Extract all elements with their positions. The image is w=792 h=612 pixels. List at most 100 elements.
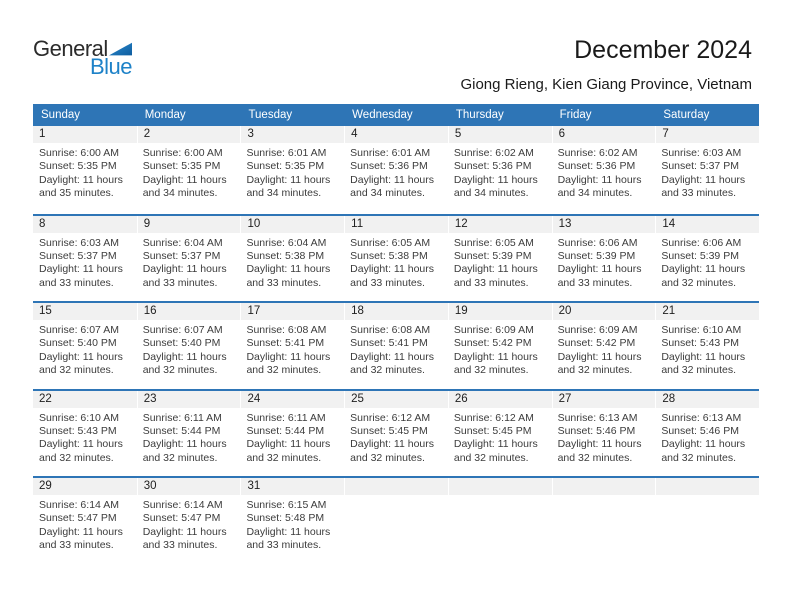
sunset-text: Sunset: 5:46 PM <box>661 424 739 437</box>
day-cell: 23 Sunrise: 6:11 AM Sunset: 5:44 PM Dayl… <box>136 390 241 477</box>
day-number <box>551 478 656 495</box>
sunrise-text: Sunrise: 6:00 AM <box>39 147 119 159</box>
sunset-text: Sunset: 5:46 PM <box>557 424 636 437</box>
logo-text-general: General <box>33 36 108 61</box>
day-details: Sunrise: 6:10 AM Sunset: 5:43 PM Dayligh… <box>655 320 759 378</box>
weekday-header-cell: Sunday <box>41 109 81 121</box>
daylight-text-line1: Daylight: 11 hours <box>453 263 538 276</box>
daylight-text-line2: and 32 minutes. <box>142 364 218 377</box>
day-number: 5 <box>447 126 552 143</box>
daylight-text-line1: Daylight: 11 hours <box>453 438 538 451</box>
day-details <box>552 495 656 499</box>
sunrise-text: Sunrise: 6:12 AM <box>453 411 534 424</box>
daylight-text-line2: and 32 minutes. <box>246 364 322 377</box>
sunrise-text: Sunrise: 6:09 AM <box>557 324 638 336</box>
sunset-text: Sunset: 5:38 PM <box>350 249 428 262</box>
sunset-text: Sunset: 5:43 PM <box>39 424 117 437</box>
daylight-text-line1: Daylight: 11 hours <box>453 173 538 186</box>
daylight-text-line1: Daylight: 11 hours <box>142 350 227 363</box>
day-number: 27 <box>551 390 656 408</box>
day-number: 7 <box>655 126 760 143</box>
daylight-text-line2: and 34 minutes. <box>557 187 633 200</box>
daylight-text-line2: and 33 minutes. <box>142 539 218 552</box>
week-row: 29 Sunrise: 6:14 AM Sunset: 5:47 PM Dayl… <box>33 476 760 564</box>
logo-line1: General <box>33 38 132 60</box>
page-title: December 2024 <box>574 36 752 64</box>
day-details: Sunrise: 6:14 AM Sunset: 5:47 PM Dayligh… <box>137 495 241 553</box>
day-details: Sunrise: 6:03 AM Sunset: 5:37 PM Dayligh… <box>655 143 759 201</box>
daylight-text-line1: Daylight: 11 hours <box>350 173 435 186</box>
daylight-text-line1: Daylight: 11 hours <box>39 263 123 276</box>
daylight-text-line1: Daylight: 11 hours <box>39 438 123 451</box>
sunrise-text: Sunrise: 6:12 AM <box>350 411 431 424</box>
sunrise-text: Sunrise: 6:01 AM <box>246 147 327 159</box>
day-cell <box>551 478 656 564</box>
daylight-text-line1: Daylight: 11 hours <box>246 263 331 276</box>
week-row: 15 Sunrise: 6:07 AM Sunset: 5:40 PM Dayl… <box>33 301 760 389</box>
sunset-text: Sunset: 5:45 PM <box>453 424 532 437</box>
daylight-text-line2: and 32 minutes. <box>661 276 737 289</box>
daylight-text-line1: Daylight: 11 hours <box>246 438 331 451</box>
sunrise-text: Sunrise: 6:05 AM <box>453 236 534 249</box>
daylight-text-line1: Daylight: 11 hours <box>39 173 123 186</box>
day-number: 2 <box>136 126 241 143</box>
sunset-text: Sunset: 5:42 PM <box>453 337 532 350</box>
daylight-text-line2: and 34 minutes. <box>453 187 529 200</box>
sunset-text: Sunset: 5:36 PM <box>350 160 428 173</box>
day-number: 29 <box>33 478 137 495</box>
day-cell: 12 Sunrise: 6:05 AM Sunset: 5:39 PM Dayl… <box>447 215 552 302</box>
day-number: 24 <box>240 390 345 408</box>
daylight-text-line1: Daylight: 11 hours <box>661 438 746 451</box>
day-number: 20 <box>551 303 656 320</box>
daylight-text-line2: and 34 minutes. <box>246 187 322 200</box>
sunset-text: Sunset: 5:37 PM <box>661 160 739 173</box>
daylight-text-line1: Daylight: 11 hours <box>142 173 227 186</box>
daylight-text-line1: Daylight: 11 hours <box>350 350 435 363</box>
sunrise-text: Sunrise: 6:13 AM <box>661 411 742 424</box>
sunset-text: Sunset: 5:39 PM <box>453 249 532 262</box>
day-cell: 6 Sunrise: 6:02 AM Sunset: 5:36 PM Dayli… <box>551 126 656 214</box>
sunset-text: Sunset: 5:48 PM <box>246 512 325 525</box>
day-number: 14 <box>655 215 760 233</box>
day-cell: 3 Sunrise: 6:01 AM Sunset: 5:35 PM Dayli… <box>240 126 345 214</box>
day-cell: 10 Sunrise: 6:04 AM Sunset: 5:38 PM Dayl… <box>240 215 345 302</box>
sunset-text: Sunset: 5:44 PM <box>142 424 221 437</box>
logo-triangle-icon <box>108 42 132 56</box>
day-number: 26 <box>447 390 552 408</box>
sunrise-text: Sunrise: 6:05 AM <box>350 236 431 249</box>
day-number: 23 <box>136 390 241 408</box>
weekday-header-cell: Tuesday <box>248 109 293 121</box>
daylight-text-line2: and 34 minutes. <box>142 187 218 200</box>
daylight-text-line2: and 32 minutes. <box>246 451 322 464</box>
sunset-text: Sunset: 5:35 PM <box>142 160 221 173</box>
sunset-text: Sunset: 5:39 PM <box>557 249 636 262</box>
day-details: Sunrise: 6:12 AM Sunset: 5:45 PM Dayligh… <box>344 408 448 466</box>
daylight-text-line1: Daylight: 11 hours <box>142 438 227 451</box>
day-cell: 2 Sunrise: 6:00 AM Sunset: 5:35 PM Dayli… <box>136 126 241 214</box>
day-details: Sunrise: 6:06 AM Sunset: 5:39 PM Dayligh… <box>552 233 656 291</box>
day-number: 8 <box>33 215 137 233</box>
daylight-text-line2: and 33 minutes. <box>39 276 114 289</box>
sunset-text: Sunset: 5:45 PM <box>350 424 428 437</box>
sunrise-text: Sunrise: 6:03 AM <box>39 236 119 249</box>
daylight-text-line2: and 33 minutes. <box>246 276 322 289</box>
sunset-text: Sunset: 5:37 PM <box>142 249 221 262</box>
sunset-text: Sunset: 5:37 PM <box>39 249 117 262</box>
sunset-text: Sunset: 5:41 PM <box>350 337 428 350</box>
sunrise-text: Sunrise: 6:06 AM <box>557 236 638 249</box>
sunrise-text: Sunrise: 6:04 AM <box>142 236 223 249</box>
daylight-text-line2: and 33 minutes. <box>557 276 633 289</box>
day-details: Sunrise: 6:10 AM Sunset: 5:43 PM Dayligh… <box>33 408 137 466</box>
sunrise-text: Sunrise: 6:11 AM <box>246 411 326 424</box>
daylight-text-line1: Daylight: 11 hours <box>350 263 435 276</box>
sunset-text: Sunset: 5:38 PM <box>246 249 325 262</box>
daylight-text-line2: and 32 minutes. <box>557 364 633 377</box>
sunrise-text: Sunrise: 6:07 AM <box>142 324 223 336</box>
day-cell: 19 Sunrise: 6:09 AM Sunset: 5:42 PM Dayl… <box>447 303 552 389</box>
daylight-text-line2: and 33 minutes. <box>453 276 529 289</box>
day-cell <box>344 478 448 564</box>
daylight-text-line1: Daylight: 11 hours <box>142 525 227 538</box>
day-details: Sunrise: 6:02 AM Sunset: 5:36 PM Dayligh… <box>448 143 552 201</box>
daylight-text-line2: and 33 minutes. <box>142 276 218 289</box>
daylight-text-line2: and 32 minutes. <box>350 364 425 377</box>
